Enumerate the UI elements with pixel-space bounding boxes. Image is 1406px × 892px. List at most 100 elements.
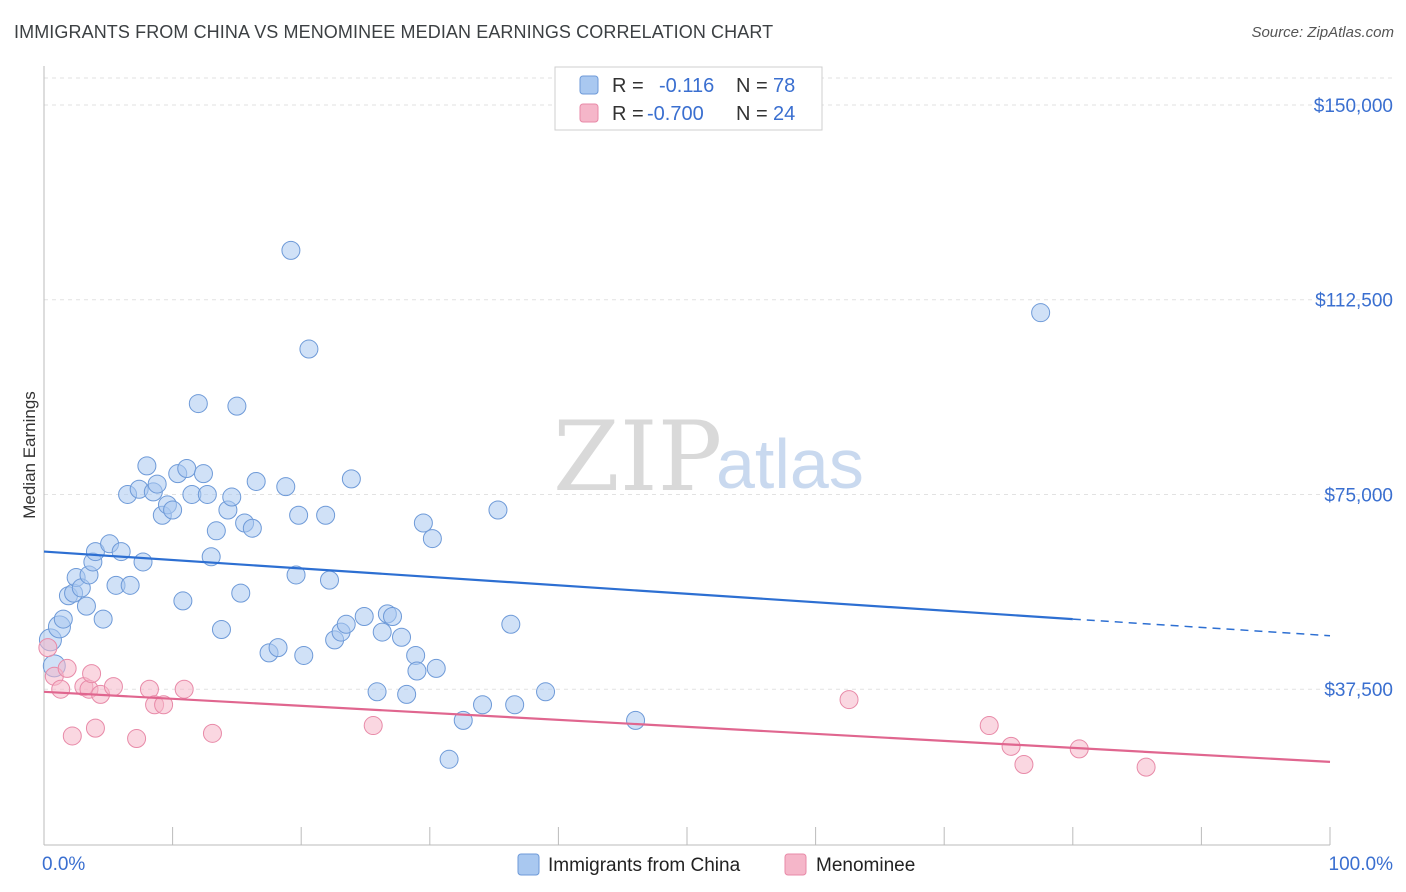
bottom-legend-label-china: Immigrants from China [548, 855, 741, 876]
data-point [439, 749, 459, 769]
data-point [38, 638, 58, 658]
legend-n-label: N = [736, 103, 768, 125]
chart-title: IMMIGRANTS FROM CHINA VS MENOMINEE MEDIA… [14, 22, 774, 42]
data-point [341, 469, 361, 489]
data-point [363, 716, 383, 736]
data-point [174, 679, 194, 699]
data-point [177, 458, 197, 478]
data-point [299, 339, 319, 359]
data-point [422, 529, 442, 549]
data-point [286, 565, 306, 585]
data-point [173, 591, 193, 611]
bottom-legend-swatch-china [517, 853, 540, 876]
legend-n-label: N = [736, 75, 768, 97]
trend-line-extension [1072, 618, 1331, 637]
data-point [62, 726, 82, 746]
data-point [407, 661, 427, 681]
data-point [222, 487, 242, 507]
data-point [197, 484, 217, 504]
data-point [397, 684, 417, 704]
data-point [120, 575, 140, 595]
data-point [367, 682, 387, 702]
data-point [839, 690, 859, 710]
data-point [246, 471, 266, 491]
data-point [206, 521, 226, 541]
data-point [133, 552, 153, 572]
bottom-legend: Immigrants from China Menominee [517, 853, 915, 876]
data-point [227, 396, 247, 416]
data-point [193, 464, 213, 484]
bottom-legend-swatch-menominee [784, 853, 807, 876]
data-point [103, 677, 123, 697]
y-tick-labels: $37,500 $75,000 $112,500 $150,000 [1314, 96, 1393, 701]
data-point [473, 695, 493, 715]
legend-box: R = -0.116 N = 78 R = -0.700 N = 24 [554, 66, 823, 131]
data-point [383, 606, 403, 626]
data-point [426, 658, 446, 678]
data-point [626, 710, 646, 730]
data-point [294, 645, 314, 665]
data-point [93, 609, 113, 629]
trend-layer [43, 550, 1331, 764]
data-point [413, 513, 433, 533]
legend-r-label: R = [612, 103, 644, 125]
x-tick-label-max: 100.0% [1329, 854, 1394, 875]
watermark-atlas: atlas [716, 425, 864, 503]
series-menominee [38, 638, 1156, 777]
data-point [82, 664, 102, 684]
trend-line-china [43, 550, 1073, 621]
data-point [501, 614, 521, 634]
data-point [188, 394, 208, 414]
x-tick-marks [43, 827, 1331, 845]
x-tick-label-min: 0.0% [42, 854, 85, 875]
data-point [127, 729, 147, 749]
legend-n-value: 78 [773, 75, 795, 97]
data-point [51, 679, 71, 699]
data-point [372, 622, 392, 642]
legend-swatch-china [579, 75, 599, 95]
legend-row-china: R = -0.116 N = 78 [579, 75, 795, 97]
legend-r-value: -0.700 [647, 103, 704, 125]
legend-r-value: -0.116 [659, 75, 714, 97]
data-point [202, 723, 222, 743]
y-axis-label: Median Earnings [20, 391, 39, 519]
data-point [1001, 736, 1021, 756]
data-point [242, 518, 262, 538]
trend-line-menominee [43, 690, 1331, 764]
data-point [76, 596, 96, 616]
data-point [1136, 757, 1156, 777]
data-point [1014, 755, 1034, 775]
legend-row-menominee: R = -0.700 N = 24 [579, 103, 795, 125]
data-point [231, 583, 251, 603]
data-point [488, 500, 508, 520]
data-point [85, 718, 105, 738]
bottom-legend-label-menominee: Menominee [816, 855, 915, 876]
data-point [268, 638, 288, 658]
watermark-zip: ZIP [553, 401, 722, 513]
data-point [211, 619, 231, 639]
data-point [336, 614, 356, 634]
y-tick-label: $37,500 [1324, 680, 1393, 701]
data-point [354, 606, 374, 626]
data-point [979, 716, 999, 736]
y-tick-label: $75,000 [1324, 485, 1393, 506]
legend-n-value: 24 [773, 103, 795, 125]
data-point [281, 240, 301, 260]
data-point [319, 570, 339, 590]
y-tick-label: $150,000 [1314, 96, 1393, 117]
data-point [163, 500, 183, 520]
data-point [316, 505, 336, 525]
data-point [276, 477, 296, 497]
watermark: ZIP atlas [553, 401, 864, 513]
data-point [137, 456, 157, 476]
data-point [57, 658, 77, 678]
data-point [147, 474, 167, 494]
data-point [154, 695, 174, 715]
source-credit: Source: ZipAtlas.com [1251, 24, 1394, 41]
legend-swatch-menominee [579, 103, 599, 123]
data-point [392, 627, 412, 647]
data-point [289, 505, 309, 525]
y-tick-label: $112,500 [1315, 291, 1393, 312]
series-layer [38, 240, 1156, 777]
